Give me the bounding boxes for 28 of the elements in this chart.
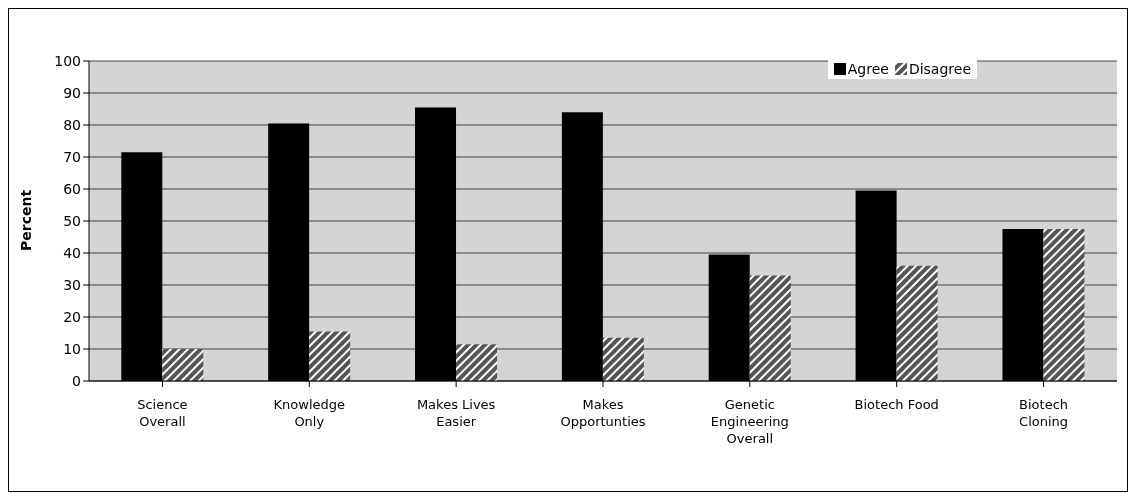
x-tick-label: Biotech Food	[854, 397, 939, 412]
y-tick-label: 30	[63, 276, 81, 293]
y-tick-label: 10	[63, 340, 81, 357]
y-tick-label: 90	[63, 84, 81, 101]
bar	[309, 331, 351, 381]
bar	[456, 344, 498, 381]
x-tick-label: Makes Opportunties	[560, 397, 646, 429]
bar	[602, 337, 644, 381]
x-tick-label: Makes Lives Easier	[416, 397, 496, 429]
y-axis-title: Percent	[17, 189, 34, 251]
bar	[1043, 229, 1085, 381]
y-tick-label: 0	[72, 372, 81, 389]
y-tick-label: 60	[63, 180, 81, 197]
y-tick-label: 20	[63, 308, 81, 325]
x-tick-label: Biotech Cloning	[1019, 397, 1069, 429]
y-tick-label: 50	[63, 212, 81, 229]
bar	[896, 265, 938, 381]
x-tick-label: Genetic Engineering Overall	[710, 397, 789, 446]
bar	[749, 275, 791, 381]
y-tick-label: 40	[63, 244, 81, 261]
y-tick-label: 80	[63, 116, 81, 133]
y-tick-label: 100	[54, 52, 81, 69]
y-tick-label: 70	[63, 148, 81, 165]
x-tick-label: Science Overall	[137, 397, 188, 429]
bar	[162, 349, 204, 381]
legend-label: Disagree	[907, 61, 971, 77]
legend-label: Agree	[846, 61, 889, 77]
x-tick-label: Knowledge Only	[273, 397, 346, 429]
